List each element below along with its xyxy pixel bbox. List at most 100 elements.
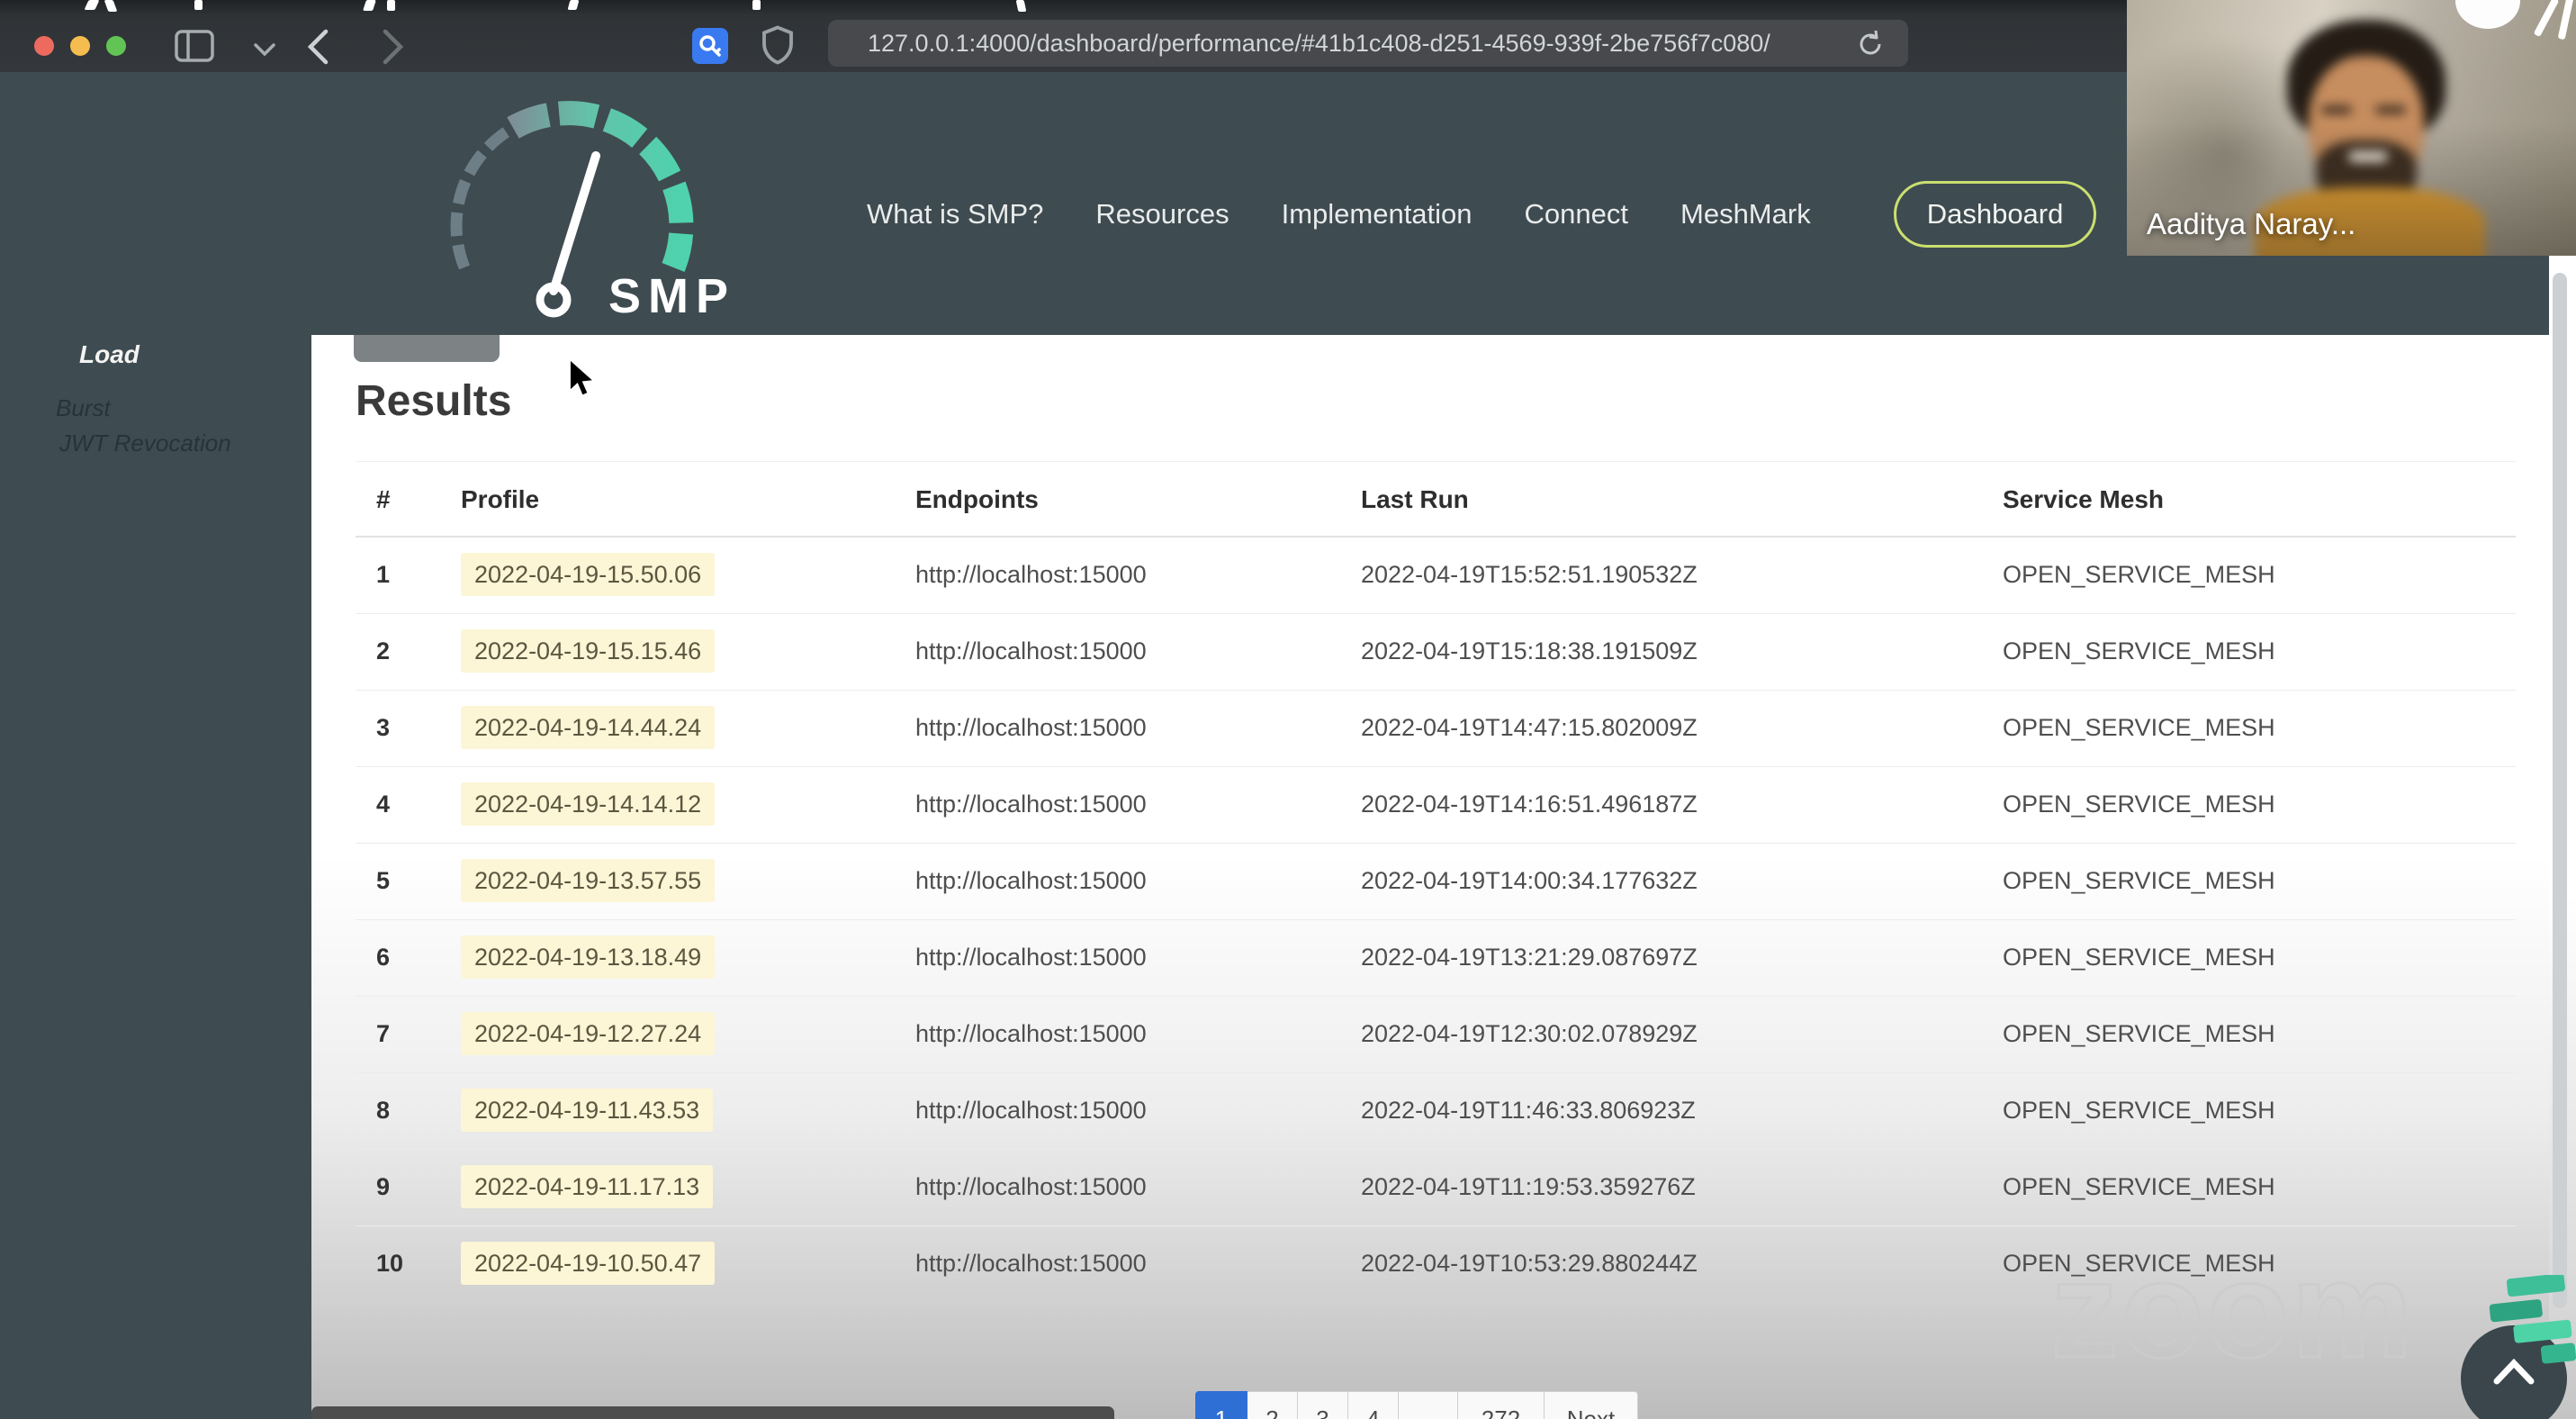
cutoff-text-fragment [387, 0, 395, 11]
page-button-1[interactable]: 1 [1195, 1391, 1247, 1419]
shield-extension-icon[interactable] [761, 23, 794, 67]
page-button-3[interactable]: 3 [1298, 1391, 1348, 1419]
profile-chip[interactable]: 2022-04-19-11.43.53 [461, 1089, 714, 1132]
table-row[interactable]: 5 2022-04-19-13.57.55 http://localhost:1… [356, 842, 2516, 919]
password-extension-icon[interactable] [691, 25, 729, 67]
minimize-window-button[interactable] [70, 36, 90, 56]
vertical-scrollbar-track[interactable] [2549, 255, 2576, 1419]
row-num: 7 [356, 995, 461, 1072]
row-mesh: OPEN_SERVICE_MESH [2003, 689, 2516, 766]
logo-text: SMP [608, 269, 735, 323]
url-address-field[interactable]: 127.0.0.1:4000/dashboard/performance/#41… [828, 20, 1908, 67]
webcam-vignette [2127, 0, 2576, 256]
gauge-hub [536, 282, 572, 318]
nav-what-is-smp[interactable]: What is SMP? [867, 198, 1044, 230]
col-header-profile: Profile [461, 461, 915, 538]
layer5-logo-icon [2489, 1275, 2576, 1364]
webcam-person [2127, 0, 2576, 256]
profile-chip[interactable]: 2022-04-19-15.50.06 [461, 553, 716, 597]
table-row[interactable]: 10 2022-04-19-10.50.47 http://localhost:… [356, 1225, 2516, 1302]
reload-icon[interactable] [1856, 29, 1885, 59]
row-mesh: OPEN_SERVICE_MESH [2003, 1148, 2516, 1225]
table-row[interactable]: 8 2022-04-19-11.43.53 http://localhost:1… [356, 1071, 2516, 1149]
row-last-run: 2022-04-19T11:46:33.806923Z [1361, 1071, 2003, 1149]
gauge-arc-right [507, 101, 694, 272]
row-num: 3 [356, 689, 461, 766]
mouse-cursor [569, 358, 595, 397]
row-endpoint: http://localhost:15000 [915, 1225, 1361, 1302]
close-window-button[interactable] [34, 36, 54, 56]
row-last-run: 2022-04-19T14:47:15.802009Z [1361, 689, 2003, 766]
nav-implementation[interactable]: Implementation [1281, 198, 1473, 230]
row-last-run: 2022-04-19T15:18:38.191509Z [1361, 612, 2003, 690]
row-mesh: OPEN_SERVICE_MESH [2003, 995, 2516, 1072]
table-row[interactable]: 1 2022-04-19-15.50.06 http://localhost:1… [356, 537, 2516, 613]
nav-connect[interactable]: Connect [1524, 198, 1628, 230]
profile-chip[interactable]: 2022-04-19-14.44.24 [461, 706, 716, 749]
sidebar-item-load[interactable]: Load [79, 340, 140, 368]
profile-chip[interactable]: 2022-04-19-13.57.55 [461, 859, 716, 902]
row-endpoint: http://localhost:15000 [915, 689, 1361, 766]
row-num: 8 [356, 1071, 461, 1149]
nav-dashboard-button[interactable]: Dashboard [1893, 181, 2097, 248]
col-header-endpoints: Endpoints [915, 461, 1361, 538]
maximize-window-button[interactable] [106, 36, 126, 56]
smp-logo[interactable]: SMP [405, 95, 801, 338]
scroll-to-top-button[interactable] [2461, 1325, 2567, 1419]
url-text: 127.0.0.1:4000/dashboard/performance/#41… [868, 30, 1770, 57]
row-mesh: OPEN_SERVICE_MESH [2003, 918, 2516, 996]
row-last-run: 2022-04-19T11:19:53.359276Z [1361, 1148, 2003, 1225]
gauge-needle [549, 151, 600, 295]
profile-chip[interactable]: 2022-04-19-11.17.13 [461, 1165, 714, 1208]
table-row[interactable]: 7 2022-04-19-12.27.24 http://localhost:1… [356, 995, 2516, 1072]
table-row[interactable]: 4 2022-04-19-14.14.12 http://localhost:1… [356, 765, 2516, 843]
page-button-2[interactable]: 2 [1247, 1391, 1298, 1419]
nav-meshmark[interactable]: MeshMark [1680, 198, 1811, 230]
row-mesh: OPEN_SERVICE_MESH [2003, 842, 2516, 919]
profile-chip[interactable]: 2022-04-19-10.50.47 [461, 1242, 716, 1286]
vertical-scrollbar-thumb[interactable] [2553, 273, 2567, 1308]
row-last-run: 2022-04-19T12:30:02.078929Z [1361, 995, 2003, 1072]
row-endpoint: http://localhost:15000 [915, 765, 1361, 843]
row-num: 10 [356, 1225, 461, 1302]
row-endpoint: http://localhost:15000 [915, 918, 1361, 996]
sidebar-item-burst[interactable]: Burst [56, 394, 111, 421]
results-table: # Profile Endpoints Last Run Service Mes… [356, 461, 2516, 1302]
row-endpoint: http://localhost:15000 [915, 842, 1361, 919]
page-button-4[interactable]: 4 [1348, 1391, 1399, 1419]
row-endpoint: http://localhost:15000 [915, 995, 1361, 1072]
back-button[interactable] [306, 29, 329, 65]
row-endpoint: http://localhost:15000 [915, 1071, 1361, 1149]
table-row[interactable]: 9 2022-04-19-11.17.13 http://localhost:1… [356, 1148, 2516, 1225]
profile-chip[interactable]: 2022-04-19-12.27.24 [461, 1012, 716, 1055]
sidebar-toggle-icon[interactable] [175, 30, 214, 62]
table-row[interactable]: 6 2022-04-19-13.18.49 http://localhost:1… [356, 918, 2516, 996]
pagination: 1 2 3 4 … 272 Next [1195, 1391, 1638, 1419]
cutoff-text-fragment [194, 0, 203, 10]
page-button-last[interactable]: 272 [1458, 1391, 1545, 1419]
table-row[interactable]: 3 2022-04-19-14.44.24 http://localhost:1… [356, 689, 2516, 766]
col-header-num: # [356, 461, 461, 538]
page-button-ellipsis[interactable]: … [1399, 1391, 1458, 1419]
sidebar-item-jwt-revocation[interactable]: JWT Revocation [59, 429, 231, 456]
profile-chip[interactable]: 2022-04-19-15.15.46 [461, 629, 716, 673]
row-mesh: OPEN_SERVICE_MESH [2003, 561, 2275, 589]
forward-button[interactable] [382, 29, 405, 65]
page-button-next[interactable]: Next [1545, 1391, 1638, 1419]
row-mesh: OPEN_SERVICE_MESH [2003, 765, 2516, 843]
profile-chip[interactable]: 2022-04-19-13.18.49 [461, 935, 716, 979]
nav-resources[interactable]: Resources [1095, 198, 1229, 230]
profile-chip[interactable]: 2022-04-19-14.14.12 [461, 782, 716, 826]
site-nav: What is SMP? Resources Implementation Co… [867, 173, 2097, 256]
row-mesh: OPEN_SERVICE_MESH [2003, 1071, 2516, 1149]
row-num: 4 [356, 765, 461, 843]
row-last-run: 2022-04-19T10:53:29.880244Z [1361, 1225, 2003, 1302]
panel-tab[interactable] [354, 335, 500, 362]
chevron-down-icon[interactable] [254, 43, 275, 56]
table-row[interactable]: 2 2022-04-19-15.15.46 http://localhost:1… [356, 612, 2516, 690]
row-mesh: OPEN_SERVICE_MESH [2003, 612, 2516, 690]
row-last-run: 2022-04-19T14:16:51.496187Z [1361, 765, 2003, 843]
row-endpoint: http://localhost:15000 [915, 1148, 1361, 1225]
horizontal-scrollbar-thumb[interactable] [311, 1406, 1114, 1419]
